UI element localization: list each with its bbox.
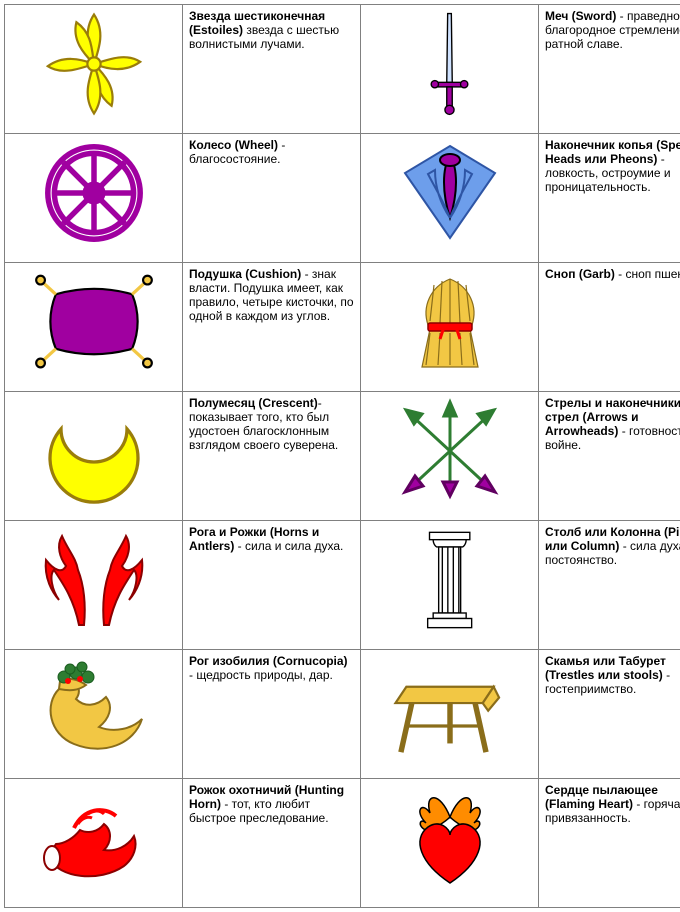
sword-icon (422, 9, 477, 119)
heraldry-table: Звезда шестиконечная (Estoiles) звезда с… (4, 4, 680, 908)
description: Меч (Sword) - праведное и благородное ст… (545, 9, 680, 51)
description: Рожок охотничий (Hunting Horn) - тот, кт… (189, 783, 354, 825)
text-cell: Рог изобилия (Cornucopia) - щедрость при… (183, 650, 361, 779)
garb-icon-wrap (367, 267, 532, 377)
description: Звезда шестиконечная (Estoiles) звезда с… (189, 9, 354, 51)
text-cell: Полумесяц (Crescent)- показывает того, к… (183, 392, 361, 521)
cornucopia-icon (34, 659, 154, 759)
description: Скамья или Табурет (Trestles или stools)… (545, 654, 680, 696)
icon-cell (5, 5, 183, 134)
heraldry-rows: Звезда шестиконечная (Estoiles) звезда с… (5, 5, 680, 908)
item-text: - сноп пшеницы. (615, 267, 680, 281)
icon-cell (361, 134, 539, 263)
text-cell: Подушка (Cushion) - знак власти. Подушка… (183, 263, 361, 392)
item-text: - щедрость природы, дар. (189, 668, 333, 682)
item-title: Меч (Sword) (545, 9, 616, 23)
pillar-icon (413, 525, 486, 635)
item-title: Подушка (Cushion) (189, 267, 301, 281)
cushion-icon (34, 267, 154, 376)
icon-cell (5, 650, 183, 779)
item-title: Скамья или Табурет (Trestles или stools) (545, 654, 666, 682)
item-text: - сила и сила духа. (234, 539, 343, 553)
text-cell: Стрелы и наконечники стрел (Arrows и Arr… (539, 392, 680, 521)
hunting-horn-icon (34, 788, 154, 888)
flaming-heart-icon-wrap (367, 783, 532, 893)
estoile-icon (39, 9, 149, 119)
table-row: Рога и Рожки (Horns и Antlers) - сила и … (5, 521, 680, 650)
horns-icon (34, 530, 154, 630)
item-title: Сноп (Garb) (545, 267, 615, 281)
table-row: Рог изобилия (Cornucopia) - щедрость при… (5, 650, 680, 779)
arrows-icon (395, 396, 505, 506)
table-row: Полумесяц (Crescent)- показывает того, к… (5, 392, 680, 521)
description: Полумесяц (Crescent)- показывает того, к… (189, 396, 354, 452)
text-cell: Меч (Sword) - праведное и благородное ст… (539, 5, 680, 134)
cornucopia-icon-wrap (11, 654, 176, 764)
text-cell: Наконечник копья (Spear Heads или Pheons… (539, 134, 680, 263)
item-title: Колесо (Wheel) (189, 138, 278, 152)
text-cell: Колесо (Wheel) - благосостояние. (183, 134, 361, 263)
description: Стрелы и наконечники стрел (Arrows и Arr… (545, 396, 680, 452)
pillar-icon-wrap (367, 525, 532, 635)
description: Рога и Рожки (Horns и Antlers) - сила и … (189, 525, 354, 553)
item-title: Рог изобилия (Cornucopia) (189, 654, 348, 668)
trestle-icon-wrap (367, 654, 532, 764)
table-row: Рожок охотничий (Hunting Horn) - тот, кт… (5, 779, 680, 908)
text-cell: Столб или Колонна (Pillar или Column) - … (539, 521, 680, 650)
table-row: Звезда шестиконечная (Estoiles) звезда с… (5, 5, 680, 134)
icon-cell (361, 263, 539, 392)
horns-icon-wrap (11, 525, 176, 635)
description: Наконечник копья (Spear Heads или Pheons… (545, 138, 680, 194)
description: Рог изобилия (Cornucopia) - щедрость при… (189, 654, 354, 682)
arrows-icon-wrap (367, 396, 532, 506)
icon-cell (361, 521, 539, 650)
hunting-horn-icon-wrap (11, 783, 176, 893)
description: Столб или Колонна (Pillar или Column) - … (545, 525, 680, 567)
icon-cell (5, 779, 183, 908)
wheel-icon-wrap (11, 138, 176, 248)
text-cell: Рога и Рожки (Horns и Antlers) - сила и … (183, 521, 361, 650)
description: Сноп (Garb) - сноп пшеницы. (545, 267, 680, 281)
table-row: Колесо (Wheel) - благосостояние. Наконеч… (5, 134, 680, 263)
icon-cell (5, 392, 183, 521)
icon-cell (361, 392, 539, 521)
icon-cell (361, 779, 539, 908)
garb-icon (400, 267, 500, 377)
text-cell: Скамья или Табурет (Trestles или stools)… (539, 650, 680, 779)
flaming-heart-icon (400, 783, 500, 893)
text-cell: Сноп (Garb) - сноп пшеницы. (539, 263, 680, 392)
text-cell: Звезда шестиконечная (Estoiles) звезда с… (183, 5, 361, 134)
crescent-icon (39, 396, 149, 506)
icon-cell (361, 650, 539, 779)
description: Сердце пылающее (Flaming Heart) - горяча… (545, 783, 680, 825)
sword-icon-wrap (367, 9, 532, 119)
text-cell: Сердце пылающее (Flaming Heart) - горяча… (539, 779, 680, 908)
item-title: Полумесяц (Crescent) (189, 396, 318, 410)
pheon-icon (400, 138, 500, 248)
icon-cell (5, 521, 183, 650)
icon-cell (5, 134, 183, 263)
wheel-icon (39, 138, 149, 248)
table-row: Подушка (Cushion) - знак власти. Подушка… (5, 263, 680, 392)
trestle-icon (390, 654, 510, 763)
icon-cell (5, 263, 183, 392)
pheon-icon-wrap (367, 138, 532, 248)
cushion-icon-wrap (11, 267, 176, 377)
crescent-icon-wrap (11, 396, 176, 506)
estoile-icon-wrap (11, 9, 176, 119)
description: Подушка (Cushion) - знак власти. Подушка… (189, 267, 354, 323)
icon-cell (361, 5, 539, 134)
description: Колесо (Wheel) - благосостояние. (189, 138, 354, 166)
text-cell: Рожок охотничий (Hunting Horn) - тот, кт… (183, 779, 361, 908)
